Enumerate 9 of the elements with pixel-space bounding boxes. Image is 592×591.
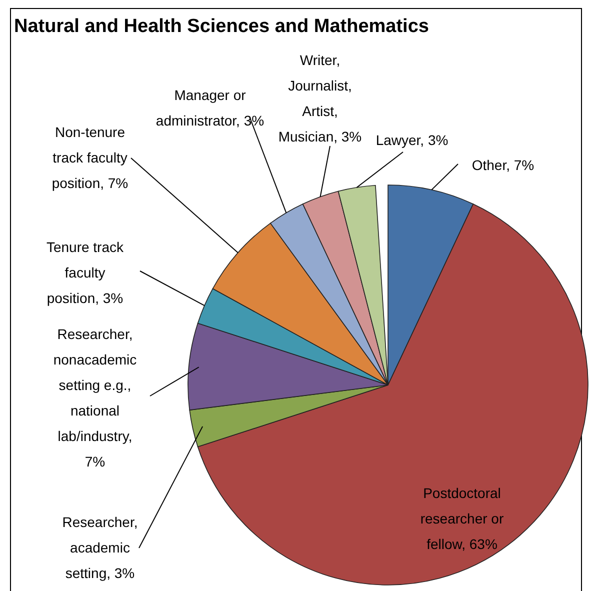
slice-label: Postdoctoral researcher or fellow, 63% <box>420 485 504 552</box>
chart-title: Natural and Health Sciences and Mathematics <box>14 16 429 38</box>
slice-label: Researcher, nonacademic setting e.g., national lab/industry, 7% <box>53 326 137 470</box>
slice-label: Tenure track faculty position, 3% <box>46 239 125 306</box>
slice-label: Other, 7% <box>472 157 534 173</box>
slice-label: Writer, Journalist, Artist, Musician, 3% <box>278 52 362 144</box>
slice-label: Non-tenure track faculty position, 7% <box>52 124 128 191</box>
slice-label: Lawyer, 3% <box>376 132 448 148</box>
slice-label: Researcher, academic setting, 3% <box>62 514 138 581</box>
